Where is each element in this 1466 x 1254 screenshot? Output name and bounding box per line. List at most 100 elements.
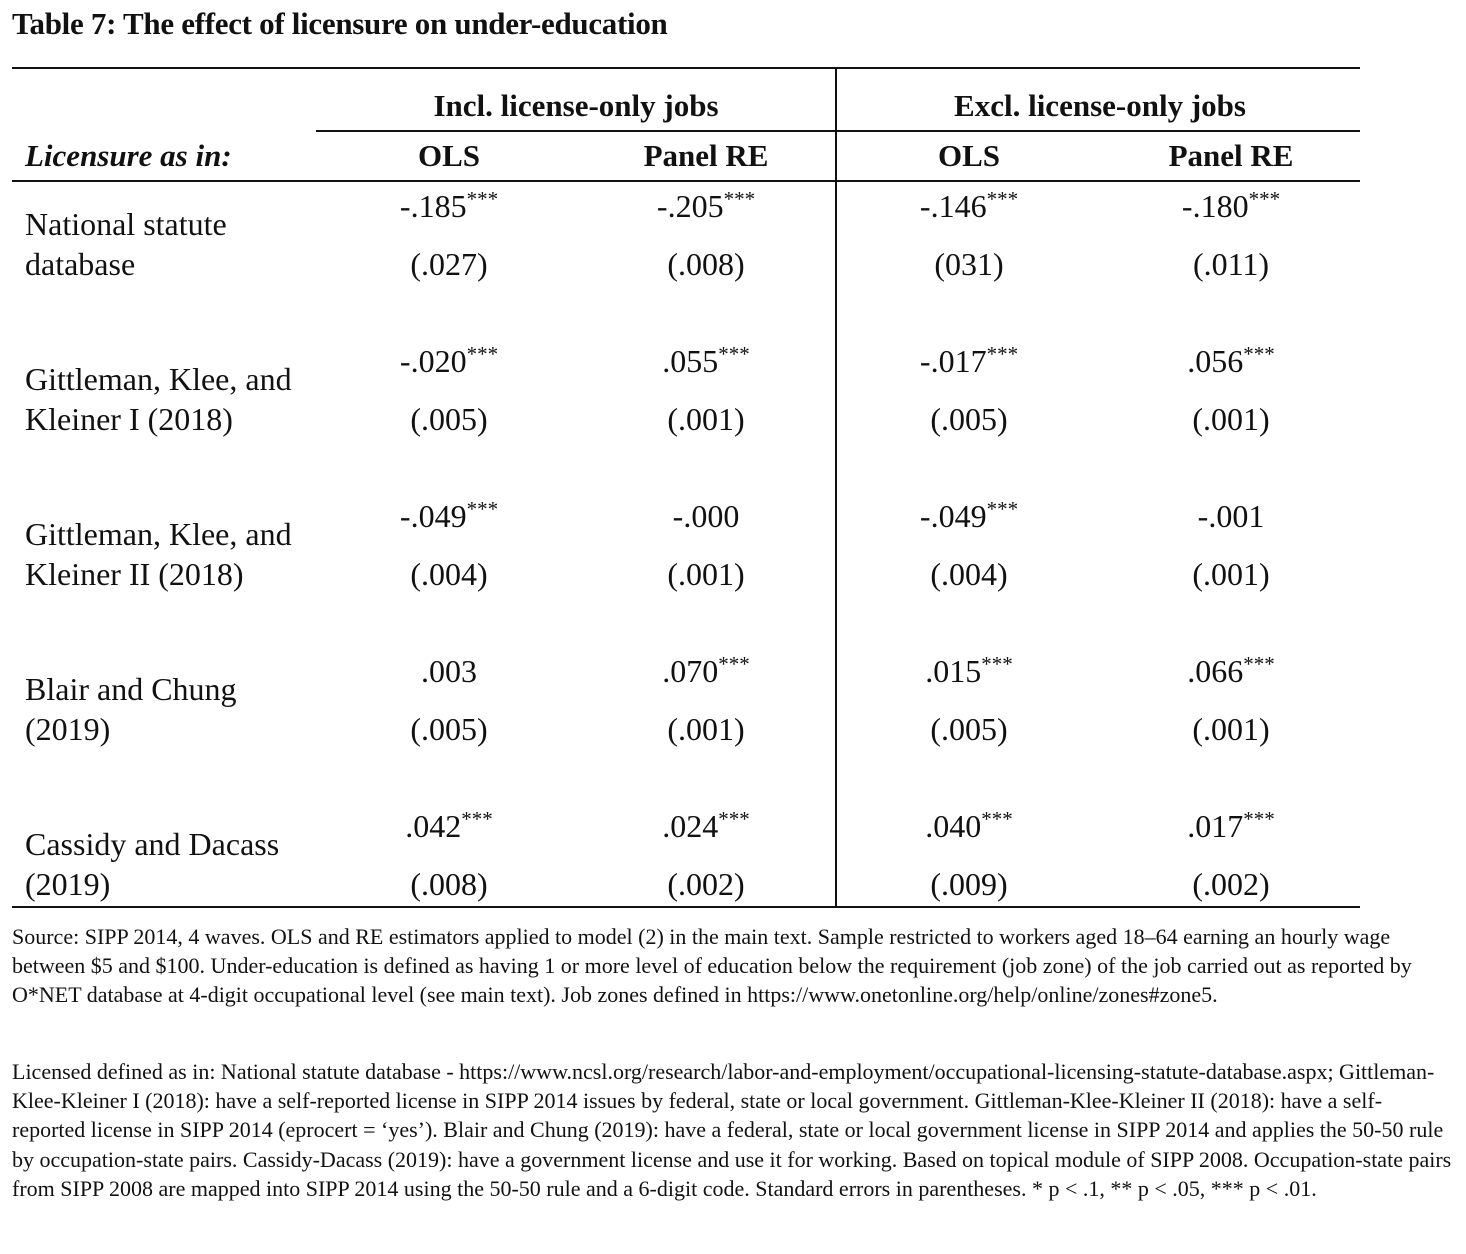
top-rule xyxy=(12,67,1360,69)
coefficient-cell: -.020*** xyxy=(349,343,549,380)
coefficient-value: .066 xyxy=(1187,653,1244,689)
coefficient-value: -.185 xyxy=(399,188,467,224)
group-divider xyxy=(835,67,837,908)
significance-stars: *** xyxy=(718,342,750,366)
standard-error-cell: (.002) xyxy=(667,866,745,902)
coefficient-cell: .056*** xyxy=(1131,343,1331,380)
standard-error-cell: (.005) xyxy=(930,401,1008,437)
coefficient-cell: .003 xyxy=(349,653,549,690)
coefficient-cell: .066*** xyxy=(1131,653,1331,690)
coefficient-cell: -.205*** xyxy=(606,188,806,225)
significance-stars: *** xyxy=(718,652,750,676)
standard-error-cell: (.005) xyxy=(410,401,488,437)
row-label-line: (2019) xyxy=(25,866,111,902)
coefficient-cell: -.017*** xyxy=(869,343,1069,380)
standard-error-cell: (.009) xyxy=(930,866,1008,902)
table-title: Table 7: The effect of licensure on unde… xyxy=(12,6,668,41)
standard-error-cell: (031) xyxy=(934,246,1004,282)
row-label-line: Cassidy and Dacass xyxy=(25,826,280,862)
coefficient-value: -.017 xyxy=(919,343,987,379)
significance-stars: *** xyxy=(466,497,499,521)
coefficient-value: .024 xyxy=(662,808,719,844)
coefficient-value: .017 xyxy=(1187,808,1244,844)
standard-error-cell: (.001) xyxy=(667,711,745,747)
significance-stars: *** xyxy=(986,187,1019,211)
col-header-ols-excl: OLS xyxy=(937,138,1001,173)
significance-stars: *** xyxy=(981,652,1013,676)
standard-error-cell: (.005) xyxy=(410,711,488,747)
significance-stars: *** xyxy=(1243,342,1275,366)
row-label-line: Blair and Chung xyxy=(25,671,237,707)
row-label: Cassidy and Dacass (2019) xyxy=(25,824,279,904)
coefficient-value: -.146 xyxy=(919,188,987,224)
row-label-line: Kleiner I (2018) xyxy=(25,401,233,437)
standard-error-cell: (.001) xyxy=(1192,711,1270,747)
row-label: Blair and Chung (2019) xyxy=(25,669,237,749)
significance-stars: *** xyxy=(466,187,499,211)
coefficient-cell: -.185*** xyxy=(349,188,549,225)
row-label: National statute database xyxy=(25,204,227,284)
significance-stars: *** xyxy=(1243,652,1275,676)
definitions-text: Licensed defined as in: National statute… xyxy=(12,1059,1452,1201)
significance-stars: *** xyxy=(723,187,756,211)
coefficient-cell: -.001 xyxy=(1131,498,1331,535)
group-header-excl: Excl. license-only jobs xyxy=(954,88,1246,123)
coefficient-value: .040 xyxy=(925,808,982,844)
standard-error-cell: (.004) xyxy=(930,556,1008,592)
significance-stars: *** xyxy=(981,807,1013,831)
group-underline-right xyxy=(836,130,1360,132)
coefficient-value: .070 xyxy=(662,653,719,689)
col-header-re-excl: Panel RE xyxy=(1168,138,1294,173)
coefficient-value: -.001 xyxy=(1197,498,1265,534)
coefficient-value: -.180 xyxy=(1181,188,1249,224)
row-label-line: National statute xyxy=(25,206,227,242)
row-label-line: Gittleman, Klee, and xyxy=(25,361,292,397)
coefficient-cell: -.180*** xyxy=(1131,188,1331,225)
significance-stars: *** xyxy=(986,342,1019,366)
coefficient-cell: -.146*** xyxy=(869,188,1069,225)
coefficient-cell: .015*** xyxy=(869,653,1069,690)
group-underline-left xyxy=(316,130,836,132)
coefficient-value: .042 xyxy=(405,808,462,844)
standard-error-cell: (.001) xyxy=(1192,401,1270,437)
source-note: Source: SIPP 2014, 4 waves. OLS and RE e… xyxy=(12,924,1412,1008)
header-rule xyxy=(12,180,1360,182)
standard-error-cell: (.001) xyxy=(667,556,745,592)
significance-stars: *** xyxy=(466,342,499,366)
stub-header: Licensure as in: xyxy=(25,138,232,173)
standard-error-cell: (.008) xyxy=(410,866,488,902)
row-label-line: Kleiner II (2018) xyxy=(25,556,244,592)
standard-error-cell: (.027) xyxy=(410,246,488,282)
standard-error-cell: (.001) xyxy=(1192,556,1270,592)
significance-stars: *** xyxy=(1243,807,1275,831)
standard-error-cell: (.004) xyxy=(410,556,488,592)
coefficient-value: .015 xyxy=(925,653,982,689)
coefficient-value: -.049 xyxy=(919,498,987,534)
coefficient-cell: -.000 xyxy=(606,498,806,535)
coefficient-cell: .017*** xyxy=(1131,808,1331,845)
coefficient-cell: .055*** xyxy=(606,343,806,380)
standard-error-cell: (.011) xyxy=(1192,246,1270,282)
definitions-note: Licensed defined as in: National statute… xyxy=(12,1057,1452,1203)
coefficient-cell: .070*** xyxy=(606,653,806,690)
row-label-line: Gittleman, Klee, and xyxy=(25,516,292,552)
coefficient-cell: .024*** xyxy=(606,808,806,845)
standard-error-cell: (.001) xyxy=(667,401,745,437)
col-header-re-incl: Panel RE xyxy=(643,138,769,173)
row-label: Gittleman, Klee, and Kleiner I (2018) xyxy=(25,359,292,439)
coefficient-value: -.020 xyxy=(399,343,467,379)
standard-error-cell: (.008) xyxy=(667,246,745,282)
coefficient-cell: -.049*** xyxy=(869,498,1069,535)
significance-legend: * p < .1, ** p < .05, *** p < .01. xyxy=(1031,1175,1317,1201)
row-label: Gittleman, Klee, and Kleiner II (2018) xyxy=(25,514,292,594)
standard-error-cell: (.005) xyxy=(930,711,1008,747)
coefficient-value: .056 xyxy=(1187,343,1244,379)
significance-stars: *** xyxy=(986,497,1019,521)
significance-stars: *** xyxy=(461,807,493,831)
coefficient-value: -.000 xyxy=(672,498,740,534)
coefficient-cell: .042*** xyxy=(349,808,549,845)
row-label-line: (2019) xyxy=(25,711,111,747)
coefficient-value: -.049 xyxy=(399,498,467,534)
significance-stars: *** xyxy=(718,807,750,831)
significance-stars: *** xyxy=(1248,187,1281,211)
